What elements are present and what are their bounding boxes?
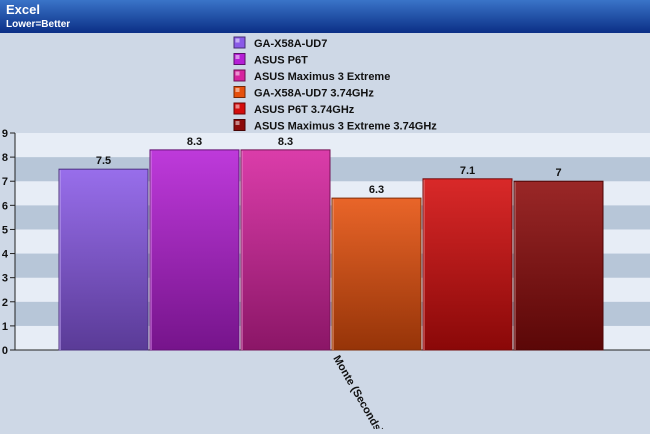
- legend: GA-X58A-UD7 ASUS P6T ASUS Maximus 3 Extrem…: [233, 36, 437, 133]
- grid-band: [15, 133, 650, 158]
- bar-value-label: 7: [555, 167, 561, 179]
- y-tick-label: 1: [2, 321, 8, 333]
- legend-swatch-highlight: [235, 88, 240, 92]
- legend-label: ASUS P6T: [254, 55, 308, 67]
- legend-swatch-highlight: [235, 55, 240, 59]
- y-tick-label: 3: [2, 273, 8, 285]
- legend-label: GA-X58A-UD7 3.74GHz: [254, 88, 374, 100]
- legend-swatch-highlight: [235, 71, 240, 76]
- header-bar: [0, 0, 650, 33]
- bar-5: [422, 178, 513, 351]
- bar-value-label: 8.3: [278, 136, 293, 148]
- bar-3: [240, 149, 331, 351]
- bar-2: [149, 149, 240, 351]
- y-tick-label: 9: [2, 128, 8, 140]
- bar-value-label: 7.5: [96, 155, 111, 167]
- bar-group: 7.5 8.3 8.3 6.3 7.1 7: [58, 136, 604, 351]
- y-axis-ticks: 0 1 2 3 4 5 6 7 8 9: [2, 128, 15, 357]
- bar-1: [58, 168, 149, 351]
- legend-swatch-highlight: [235, 104, 240, 109]
- bar-value-label: 8.3: [187, 136, 202, 148]
- legend-swatch-highlight: [235, 38, 240, 43]
- chart-subtitle: Lower=Better: [6, 19, 70, 30]
- x-category-label: Monte (Seconds): [330, 354, 385, 430]
- legend-label: ASUS Maximus 3 Extreme 3.74GHz: [254, 121, 437, 133]
- y-tick-label: 4: [2, 249, 9, 261]
- chart-title: Excel: [6, 2, 40, 17]
- legend-label: ASUS P6T 3.74GHz: [254, 104, 355, 116]
- legend-label: ASUS Maximus 3 Extreme: [254, 71, 390, 83]
- legend-label: GA-X58A-UD7: [254, 38, 327, 50]
- y-tick-label: 8: [2, 152, 8, 164]
- bar-4: [331, 197, 422, 351]
- bar-value-label: 7.1: [460, 165, 475, 177]
- y-tick-label: 7: [2, 176, 8, 188]
- legend-swatch-highlight: [235, 121, 240, 125]
- y-tick-label: 6: [2, 200, 8, 212]
- y-tick-label: 5: [2, 224, 8, 236]
- bar-6: [513, 180, 604, 351]
- y-tick-label: 2: [2, 297, 8, 309]
- bar-value-label: 6.3: [369, 184, 384, 196]
- y-tick-label: 0: [2, 345, 8, 357]
